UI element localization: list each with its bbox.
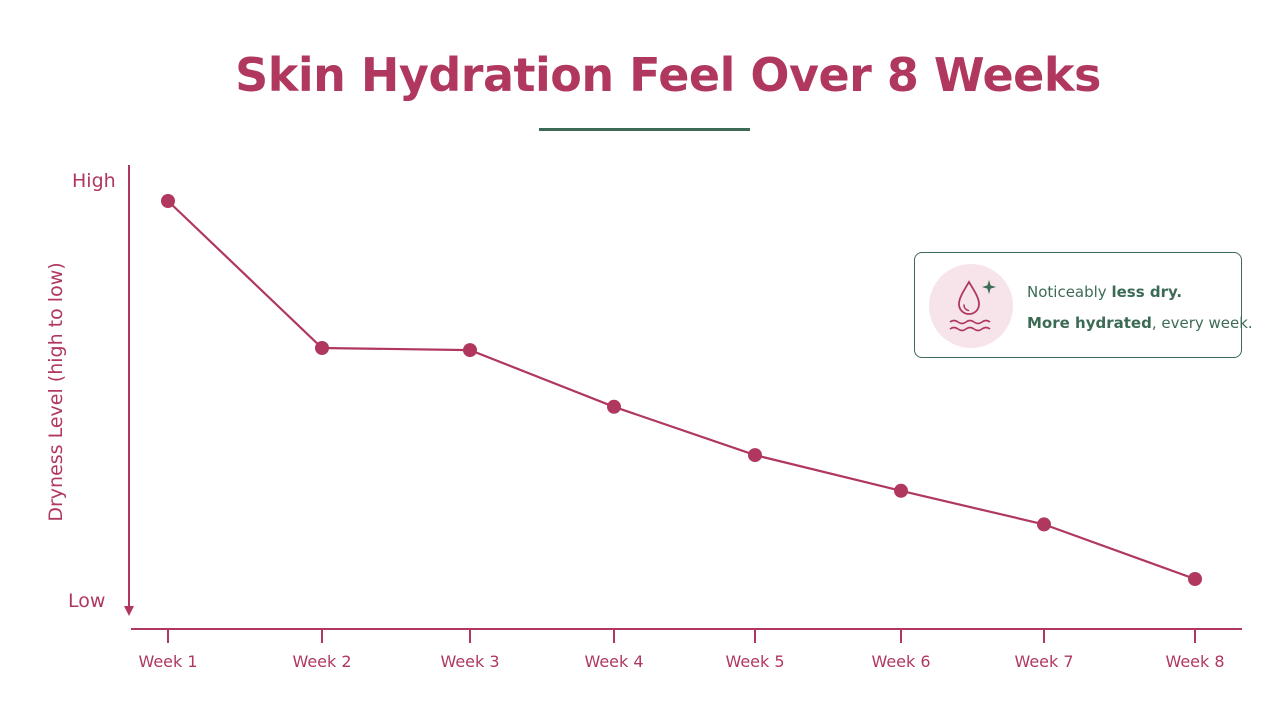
- x-tick-label: Week 8: [1165, 652, 1224, 671]
- callout-line-2-suffix: , every week.: [1151, 314, 1253, 332]
- callout-line-1-emphasis: less dry.: [1111, 283, 1183, 301]
- series-line-group: [167, 200, 1196, 581]
- data-point: [1188, 572, 1202, 586]
- data-point: [748, 448, 762, 463]
- x-tick-label: Week 2: [292, 652, 351, 671]
- callout-badge: [929, 264, 1013, 348]
- series-line: [167, 200, 1196, 581]
- callout-line-2-emphasis: More hydrated: [1027, 314, 1152, 332]
- series-points-group: [161, 194, 1202, 586]
- callout-box: Noticeably less dry. More hydrated, ever…: [914, 252, 1253, 358]
- data-point: [161, 194, 175, 208]
- x-tick-label: Week 4: [584, 652, 643, 671]
- chart-axes: [124, 165, 1242, 630]
- callout-line-2: More hydrated, every week.: [1027, 314, 1253, 332]
- y-axis-arrow: [124, 606, 134, 616]
- data-point: [463, 343, 477, 358]
- x-tick-label: Week 5: [725, 652, 784, 671]
- x-axis-ticks: Week 1 Week 2 Week 3 Week 4 Week 5 Week 6 Week…: [138, 629, 1225, 671]
- y-tick-label-high: High: [72, 170, 116, 192]
- x-tick-label: Week 7: [1014, 652, 1073, 671]
- callout-line-1-prefix: Noticeably: [1027, 283, 1112, 301]
- callout-line-1: Noticeably less dry.: [1027, 283, 1182, 301]
- x-tick-label: Week 1: [138, 652, 197, 671]
- x-tick-label: Week 3: [440, 652, 499, 671]
- data-point: [607, 399, 621, 414]
- data-point: [1037, 517, 1051, 532]
- y-tick-label-low: Low: [68, 590, 106, 612]
- data-point: [894, 483, 908, 498]
- water-drop-icon: [949, 280, 996, 332]
- data-point: [315, 341, 329, 355]
- chart-title: Skin Hydration Feel Over 8 Weeks: [235, 48, 1101, 102]
- x-tick-label: Week 6: [871, 652, 930, 671]
- title-underline: [539, 128, 750, 131]
